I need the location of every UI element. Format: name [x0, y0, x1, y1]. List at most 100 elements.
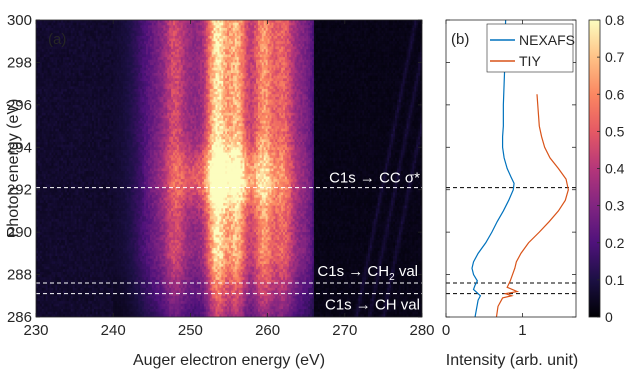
heatmap-cell	[340, 46, 344, 50]
heatmap-cell	[358, 35, 361, 39]
heatmap-cell	[284, 38, 288, 42]
heatmap-cell	[68, 65, 72, 69]
heatmap-cell	[113, 30, 116, 34]
heatmap-cell	[163, 25, 166, 29]
heatmap-cell	[165, 49, 168, 53]
heatmap-cell	[188, 43, 191, 47]
heatmap-cell	[140, 46, 143, 50]
heatmap-cell	[157, 70, 160, 74]
heatmap-cell	[128, 41, 131, 45]
heatmap-cell	[180, 49, 184, 53]
heatmap-cell	[356, 51, 359, 55]
heatmap-cell	[122, 65, 126, 69]
heatmap-cell	[109, 20, 112, 24]
heatmap-cell	[296, 30, 299, 34]
heatmap-cell	[238, 65, 241, 69]
heatmap-cell	[174, 51, 178, 55]
heatmap-cell	[90, 54, 93, 58]
heatmap-cell	[203, 51, 207, 55]
heatmap-cell	[153, 54, 157, 58]
heatmap-cell	[348, 33, 351, 37]
heatmap-cell	[402, 62, 406, 66]
heatmap-cell	[196, 67, 199, 71]
heatmap-cell	[219, 43, 222, 47]
heatmap-cell	[196, 41, 199, 45]
heatmap-cell	[283, 30, 286, 34]
heatmap-cell	[215, 67, 218, 71]
heatmap-cell	[59, 59, 62, 63]
heatmap-cell	[342, 43, 346, 47]
heatmap-cell	[340, 33, 344, 37]
heatmap-cell	[173, 54, 176, 58]
heatmap-cell	[221, 22, 224, 26]
heatmap-cell	[286, 62, 290, 66]
heatmap-cell	[367, 57, 371, 61]
heatmap-cell	[80, 70, 83, 74]
heatmap-cell	[277, 33, 280, 37]
heatmap-cell	[257, 41, 261, 45]
heatmap-cell	[350, 54, 353, 58]
heatmap-cell	[211, 41, 214, 45]
heatmap-cell	[176, 38, 180, 42]
heatmap-cell	[300, 20, 303, 24]
heatmap-cell	[163, 20, 166, 24]
heatmap-cell	[126, 65, 130, 69]
heatmap-cell	[122, 62, 126, 66]
heatmap-cell	[47, 43, 50, 47]
heatmap-cell	[190, 51, 193, 55]
heatmap-cell	[149, 27, 153, 32]
heatmap-cell	[149, 38, 153, 42]
heatmap-cell	[194, 43, 197, 47]
heatmap-cell	[61, 38, 64, 42]
heatmap-cell	[259, 49, 263, 53]
heatmap-cell	[283, 54, 286, 58]
heatmap-cell	[420, 25, 422, 29]
heatmap-cell	[147, 65, 151, 69]
heatmap-cell	[290, 49, 294, 53]
heatmap-cell	[271, 30, 274, 34]
heatmap-cell	[37, 22, 41, 26]
heatmap-cell	[120, 20, 124, 24]
heatmap-cell	[310, 43, 313, 47]
heatmap-cell	[335, 62, 338, 66]
heatmap-cell	[201, 27, 205, 32]
heatmap-cell	[275, 70, 278, 74]
heatmap-cell	[149, 70, 153, 74]
heatmap-cell	[292, 65, 296, 69]
heatmap-cell	[398, 27, 402, 32]
heatmap-cell	[360, 62, 363, 66]
heatmap-cell	[321, 62, 324, 66]
heatmap-cell	[410, 25, 413, 29]
heatmap-cell	[406, 54, 409, 58]
heatmap-cell	[277, 25, 280, 29]
heatmap-cell	[242, 65, 245, 69]
heatmap-cell	[315, 59, 319, 63]
heatmap-cell	[230, 35, 234, 39]
heatmap-cell	[194, 49, 197, 53]
heatmap-cell	[277, 22, 280, 26]
heatmap-cell	[132, 43, 135, 47]
heatmap-cell	[178, 46, 182, 50]
heatmap-cell	[356, 67, 359, 71]
heatmap-cell	[43, 65, 47, 69]
heatmap-cell	[115, 43, 118, 47]
heatmap-cell	[246, 25, 249, 29]
heatmap-cell	[271, 46, 274, 50]
heatmap-cell	[244, 51, 247, 55]
heatmap-cell	[115, 46, 118, 50]
heatmap-cell	[369, 62, 373, 66]
heatmap-cell	[207, 41, 211, 45]
heatmap-cell	[196, 33, 199, 37]
heatmap-cell	[134, 35, 137, 39]
heatmap-cell	[362, 41, 365, 45]
heatmap-cell	[379, 65, 382, 69]
heatmap-cell	[240, 35, 243, 39]
heatmap-cell	[113, 38, 116, 42]
heatmap-cell	[84, 65, 87, 69]
heatmap-cell	[230, 67, 234, 71]
heatmap-cell	[400, 67, 404, 71]
heatmap-cell	[232, 67, 236, 71]
heatmap-cell	[217, 27, 220, 32]
heatmap-cell	[80, 54, 83, 58]
heatmap-cell	[91, 35, 95, 39]
